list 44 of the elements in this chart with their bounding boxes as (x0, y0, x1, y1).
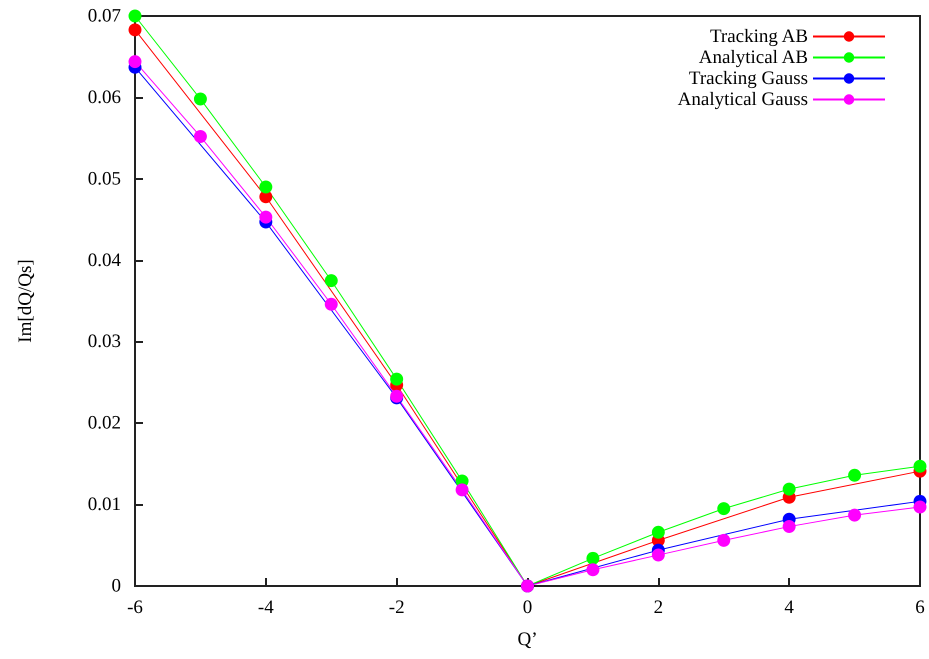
y-tick-label: 0.06 (88, 86, 121, 108)
y-tick-label: 0.04 (88, 250, 122, 271)
point (717, 502, 730, 516)
x-tick-label: -4 (258, 597, 274, 618)
legend-label: Analytical AB (698, 47, 808, 68)
point (914, 500, 926, 514)
point (324, 274, 338, 288)
legend-label: Analytical Gauss (678, 89, 808, 110)
point (259, 210, 272, 224)
point (782, 482, 796, 496)
point (390, 372, 404, 386)
point (586, 552, 600, 565)
legend-label: Tracking AB (710, 26, 808, 47)
point (456, 483, 469, 496)
point (259, 180, 272, 194)
point (717, 534, 730, 547)
point (128, 10, 142, 22)
point (914, 460, 926, 473)
y-tick-label: 0.05 (88, 168, 121, 190)
point (128, 55, 142, 68)
y-tick-label: 0.03 (88, 331, 121, 352)
y-tick-label: 0 (112, 576, 121, 596)
point (848, 508, 862, 522)
legend-label: Tracking Gauss (688, 68, 808, 89)
point (848, 468, 862, 482)
x-tick-label: 4 (784, 597, 794, 618)
point (194, 92, 207, 106)
point (324, 298, 338, 311)
point (194, 130, 207, 144)
x-tick-label: -2 (388, 597, 405, 618)
y-tick-label: 0.07 (88, 6, 121, 26)
x-axis-title: Q’ (517, 629, 538, 650)
y-tick-label: 0.01 (88, 494, 121, 516)
y-axis-title: Im[dQ/Qs] (15, 259, 36, 343)
y-tick-label: 0.02 (88, 412, 121, 434)
point (652, 548, 665, 562)
point (586, 563, 600, 576)
x-tick-label: -6 (127, 597, 143, 618)
point (782, 520, 796, 534)
point (652, 526, 665, 539)
x-tick-label: 2 (654, 597, 664, 618)
x-tick-label: 0 (522, 597, 532, 618)
point (128, 23, 142, 36)
x-tick-label: 6 (915, 597, 925, 618)
